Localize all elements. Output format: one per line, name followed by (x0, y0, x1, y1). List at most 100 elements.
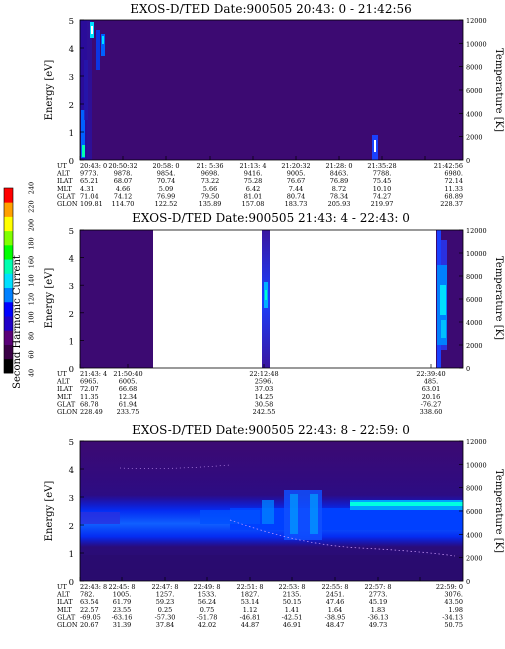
orbit-value: 68.89 (444, 192, 463, 200)
colorbar-swatch (4, 216, 13, 232)
orbit-value: 45.19 (369, 598, 388, 606)
temperature-tick-label: 12000 (466, 17, 487, 25)
orbit-value: 43.50 (444, 598, 463, 606)
orbit-value: 50.15 (283, 598, 302, 606)
orbit-value: 1.12 (243, 606, 257, 614)
temperature-tick-label: 4000 (466, 319, 483, 327)
orbit-value: -42.51 (282, 613, 303, 621)
panel-1: EXOS-D/TED Date:900505 20:43: 0 - 21:42:… (44, 2, 504, 208)
orbit-value: 2773. (369, 591, 388, 599)
orbit-value: 1257. (156, 591, 175, 599)
ut-tick-label: 20:58: 0 (152, 162, 179, 170)
orbit-value: 74.12 (114, 192, 133, 200)
orbit-value: -51.78 (197, 613, 218, 621)
colorbar-swatch (4, 301, 13, 317)
orbit-value: 10.10 (373, 185, 392, 193)
orbit-value: 7.44 (289, 185, 303, 193)
temperature-tick-label: 10000 (466, 461, 487, 469)
orbit-value: 80.74 (287, 192, 306, 200)
panel-1-title: EXOS-D/TED Date:900505 20:43: 0 - 21:42:… (130, 2, 412, 16)
panel-1-burst (91, 26, 93, 34)
orbit-row-label: UT (57, 583, 67, 591)
orbit-value: 219.97 (371, 200, 394, 208)
colorbar-swatch (4, 259, 13, 274)
ut-tick-label: 21: 5:36 (196, 162, 223, 170)
orbit-value: 5.66 (203, 185, 217, 193)
ut-tick-label: 22:43: 8 (80, 583, 107, 591)
orbit-value: 6.42 (246, 185, 260, 193)
orbit-value: 1827. (241, 591, 260, 599)
energy-tick-label: 1 (69, 337, 74, 347)
ut-tick-label: 21:42:56 (434, 162, 463, 170)
orbit-value: 75.45 (373, 177, 392, 185)
orbit-value: 20.16 (422, 393, 441, 401)
colorbar-tick-label: 200 (28, 219, 36, 231)
energy-tick-label: 5 (69, 227, 74, 237)
colorbar-tick-label: 140 (28, 274, 36, 286)
energy-tick-label: 4 (69, 255, 74, 265)
colorbar-label: Second Harmonic Current (12, 255, 23, 389)
colorbar-swatch (4, 358, 13, 374)
orbit-row-label: UT (57, 162, 67, 170)
orbit-value: -63.16 (112, 613, 133, 621)
orbit-value: 47.46 (326, 598, 345, 606)
orbit-value: 1533. (198, 591, 217, 599)
colorbar-tick-label: 100 (28, 311, 36, 323)
panel-3-band (80, 512, 120, 524)
ut-tick-label: 22:12:48 (249, 370, 278, 378)
orbit-row-label: GLAT (57, 400, 76, 408)
orbit-value: 37.84 (156, 621, 175, 629)
orbit-value: 205.93 (328, 200, 351, 208)
temperature-tick-label: 4000 (466, 531, 483, 539)
orbit-value: 72.07 (80, 385, 99, 393)
orbit-row-label: GLON (57, 200, 78, 208)
colorbar-tick-label: 40 (28, 369, 36, 377)
orbit-row-label: ILAT (57, 385, 73, 393)
orbit-value: 75.28 (244, 177, 263, 185)
orbit-value: -34.13 (442, 613, 463, 621)
colorbar-swatch (4, 344, 13, 360)
panel-3-ylabel: Energy [eV] (44, 481, 55, 542)
orbit-value: 44.87 (241, 621, 260, 629)
orbit-value: 8463. (330, 170, 349, 178)
temperature-tick-label: 2000 (466, 134, 483, 142)
panel-2-burst (265, 290, 267, 300)
orbit-row-label: UT (57, 370, 67, 378)
orbit-value: 9854. (157, 170, 176, 178)
temperature-tick-label: 2000 (466, 555, 483, 563)
panel-3-band (310, 494, 318, 534)
panel-1-burst (80, 20, 87, 160)
orbit-value: 7788. (373, 170, 392, 178)
orbit-row-label: GLON (57, 408, 78, 416)
colorbar-swatch (4, 287, 13, 303)
orbit-value: 109.81 (80, 200, 103, 208)
orbit-value: 79.50 (201, 192, 220, 200)
energy-tick-label: 3 (69, 73, 74, 83)
panel-3-plot (79, 440, 464, 582)
orbit-value: 61.79 (113, 598, 132, 606)
colorbar-tick-label: 180 (28, 237, 36, 249)
orbit-value: 8.72 (332, 185, 346, 193)
panel-1-burst (82, 145, 85, 157)
panel-1-y2label: Temperature [K] (493, 48, 504, 132)
temperature-tick-label: 8000 (466, 64, 483, 72)
orbit-value: 76.99 (157, 192, 176, 200)
orbit-value: 53.14 (241, 598, 260, 606)
orbit-value: -46.81 (240, 613, 261, 621)
orbit-value: 76.67 (287, 177, 306, 185)
orbit-value: 114.70 (112, 200, 135, 208)
orbit-row-label: ALT (56, 378, 70, 386)
orbit-value: 1.64 (328, 606, 342, 614)
orbit-value: 242.55 (253, 408, 276, 416)
orbit-value: 0.75 (200, 606, 214, 614)
ut-tick-label: 22:45: 8 (108, 583, 135, 591)
orbit-value: 68.07 (114, 177, 133, 185)
temperature-tick-label: 12000 (466, 227, 487, 235)
energy-tick-label: 0 (69, 365, 74, 375)
orbit-value: 78.34 (330, 192, 349, 200)
temperature-tick-label: 4000 (466, 110, 483, 118)
panel-2-plot (79, 229, 464, 369)
orbit-value: 71.04 (80, 192, 99, 200)
orbit-value: 0.25 (158, 606, 172, 614)
orbit-value: 74.27 (373, 192, 392, 200)
